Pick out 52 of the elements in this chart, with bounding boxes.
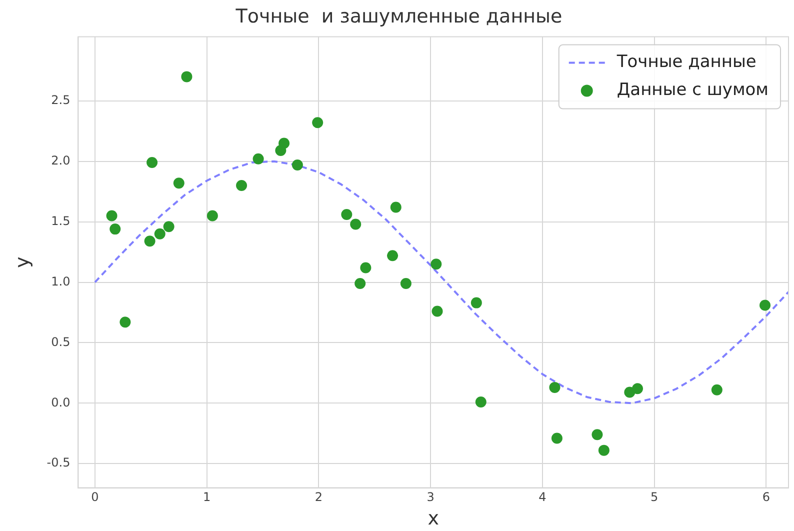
point xyxy=(360,262,372,274)
point xyxy=(549,382,560,393)
x-tick-label: 5 xyxy=(650,490,658,504)
point xyxy=(154,228,166,240)
point xyxy=(598,444,610,456)
x-tick-label: 6 xyxy=(762,490,770,504)
point xyxy=(341,209,352,220)
point xyxy=(120,316,131,328)
x-tick-label: 4 xyxy=(538,490,546,504)
point xyxy=(711,384,722,396)
point xyxy=(181,71,192,82)
chart-title: Точные и зашумленные данные xyxy=(234,5,562,28)
point xyxy=(278,138,290,149)
point xyxy=(350,218,362,230)
point xyxy=(592,429,603,440)
point xyxy=(470,297,482,308)
x-tick-label: 1 xyxy=(203,490,211,504)
y-tick-label: -0.5 xyxy=(46,456,70,470)
point xyxy=(173,178,184,189)
x-tick-label: 3 xyxy=(426,490,434,504)
y-tick-label: 0.5 xyxy=(51,334,70,349)
x-tick-label: 0 xyxy=(91,490,99,504)
point xyxy=(292,159,303,170)
point xyxy=(354,278,366,289)
point xyxy=(252,153,264,164)
point xyxy=(387,250,398,262)
legend-label: Данные с шумом xyxy=(616,80,769,100)
point xyxy=(430,258,442,270)
y-tick-label: 1.5 xyxy=(51,214,70,228)
legend-label: Точные данные xyxy=(616,52,756,72)
y-tick-label: 1.0 xyxy=(51,274,70,288)
x-axis-title: x xyxy=(428,508,439,530)
point xyxy=(400,278,412,289)
point xyxy=(236,180,248,192)
point xyxy=(163,221,174,232)
point xyxy=(475,396,486,408)
point xyxy=(110,224,121,235)
point xyxy=(106,210,118,222)
point xyxy=(551,432,562,444)
point xyxy=(390,202,402,213)
y-tick-label: 0.0 xyxy=(51,395,70,410)
y-tick-label: 2.5 xyxy=(51,93,70,108)
point xyxy=(632,383,643,394)
point xyxy=(760,300,771,311)
point xyxy=(206,210,218,222)
x-tick-label: 2 xyxy=(314,490,323,504)
point xyxy=(144,236,156,247)
point xyxy=(432,306,443,317)
y-tick-label: 2.0 xyxy=(51,153,70,168)
y-axis-title: y xyxy=(11,256,34,268)
point xyxy=(312,117,324,128)
point xyxy=(146,157,158,168)
